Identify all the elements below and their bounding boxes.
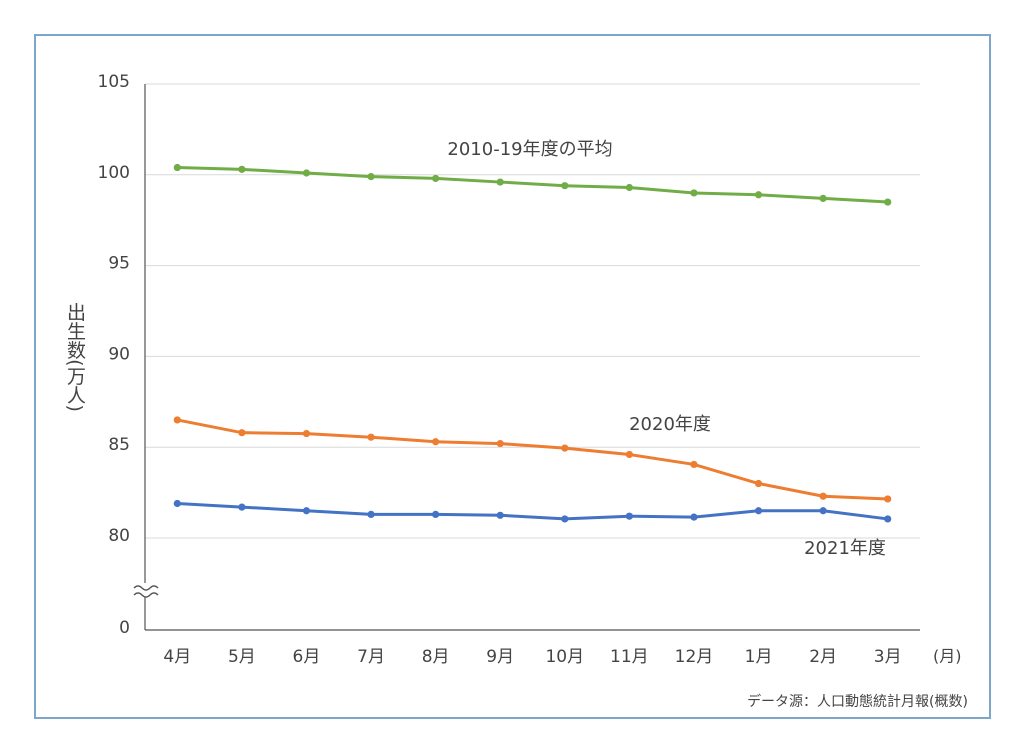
series-point [496, 439, 504, 448]
series-line [177, 418, 888, 501]
series-point [367, 173, 375, 181]
x-tick-label: 2月 [809, 647, 837, 667]
series-point [496, 511, 504, 519]
series-point [819, 492, 827, 500]
x-tick-label: 10月 [545, 647, 584, 667]
series-point [367, 433, 375, 441]
series-label: 2010-19年度の平均 [447, 139, 612, 160]
series-point [884, 495, 892, 503]
series-label: 2021年度 [804, 538, 886, 559]
frame [34, 34, 991, 719]
series-point [690, 513, 698, 521]
x-tick-label: 8月 [422, 647, 450, 667]
series-point [496, 178, 504, 186]
series-point [690, 460, 698, 469]
series-point [625, 183, 633, 192]
x-tick-label: 1月 [745, 647, 773, 667]
series-line [177, 501, 888, 521]
series-point [302, 429, 311, 438]
series-line [177, 166, 888, 204]
series-point [238, 503, 246, 511]
y-tick-label: 100 [98, 163, 130, 183]
y-tick-label: 90 [108, 344, 130, 364]
series-point [173, 416, 181, 424]
y-tick-label: 105 [98, 72, 130, 92]
series-point [173, 499, 181, 508]
axis-break [133, 585, 159, 598]
series-point [625, 450, 633, 459]
x-tick-label: 5月 [228, 647, 256, 667]
series-label: 2020年度 [629, 414, 711, 435]
series-point [432, 174, 440, 183]
series-point [561, 444, 569, 452]
series-point [173, 163, 181, 172]
series-point [238, 165, 246, 173]
series-point [432, 438, 440, 446]
y-axis-label: 出生数(万人) [64, 302, 86, 412]
y-tick-label: 0 [119, 618, 130, 638]
series-point [754, 191, 763, 199]
series-point [819, 194, 827, 203]
series-point [561, 182, 569, 190]
series-point [754, 507, 763, 515]
x-tick-label: 9月 [486, 647, 514, 667]
y-tick-label: 80 [108, 526, 130, 546]
series-point [432, 510, 440, 518]
source: データ源：人口動態統計月報(概数) [747, 693, 968, 710]
x-tick-label: 4月 [163, 647, 191, 667]
x-tick-label: 3月 [874, 647, 902, 667]
series-point [367, 510, 375, 518]
series-point [238, 429, 246, 437]
series-point [819, 507, 827, 515]
x-tick-label: 12月 [675, 647, 714, 667]
series-point [302, 169, 311, 177]
x-tick-label: 6月 [293, 647, 321, 667]
y-tick-label: 85 [108, 435, 130, 455]
series-point [690, 189, 698, 197]
series-point [561, 515, 569, 523]
x-unit: (月) [933, 647, 962, 666]
x-tick-label: 11月 [610, 647, 649, 667]
series-point [754, 479, 763, 488]
y-tick-label: 95 [108, 254, 130, 274]
x-tick-label: 7月 [357, 647, 385, 667]
series-point [302, 507, 311, 515]
series-point [884, 198, 892, 206]
series-point [625, 512, 633, 520]
series-point [884, 515, 892, 523]
